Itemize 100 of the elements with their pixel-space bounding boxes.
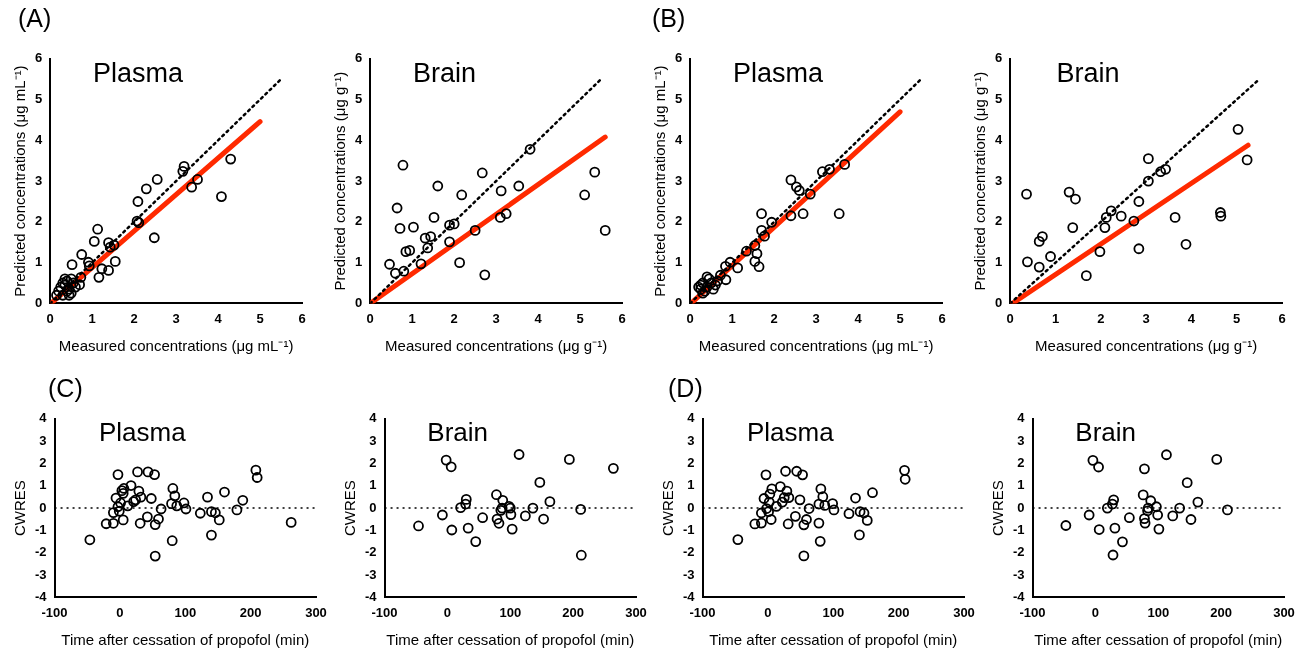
point	[151, 174, 163, 185]
point	[83, 256, 94, 268]
point	[824, 163, 835, 175]
point	[1161, 449, 1172, 461]
point	[759, 230, 770, 242]
point	[231, 504, 243, 516]
point	[527, 502, 539, 514]
y-tick-label: 3	[355, 172, 363, 188]
point	[149, 469, 160, 481]
y-tick-label: 5	[675, 91, 683, 107]
point	[776, 496, 788, 508]
chart-title: Brain	[413, 57, 477, 88]
point	[51, 289, 62, 301]
point	[1093, 461, 1104, 473]
point	[460, 493, 472, 505]
point	[563, 454, 575, 465]
point	[544, 496, 556, 508]
point	[1067, 222, 1079, 233]
point	[524, 143, 536, 155]
point	[100, 518, 112, 530]
point	[444, 236, 455, 248]
point	[209, 507, 221, 519]
point	[1180, 238, 1192, 250]
x-axis-title: Measured concentrations (μg g⁻¹)	[385, 337, 608, 355]
x-tick-label: 0	[116, 604, 124, 620]
point	[785, 174, 797, 186]
point	[707, 283, 719, 295]
x-tick-label: 300	[953, 604, 975, 620]
point	[122, 500, 134, 512]
y-tick-label: 1	[369, 477, 377, 493]
point	[1021, 188, 1032, 200]
point	[1142, 175, 1154, 187]
point	[145, 493, 157, 504]
point	[1109, 522, 1121, 534]
point	[513, 180, 525, 192]
x-tick-label: -100	[41, 604, 68, 620]
point	[755, 507, 767, 519]
point	[469, 225, 481, 236]
y-tick-label: 0	[39, 499, 47, 515]
point	[1192, 496, 1204, 508]
x-tick-label: 200	[562, 604, 584, 620]
point	[115, 497, 126, 509]
point	[753, 261, 765, 273]
point	[771, 500, 782, 512]
point	[408, 221, 419, 233]
x-axis-title: Measured concentrations (μg mL⁻¹)	[698, 337, 934, 355]
point	[749, 256, 761, 267]
y-tick-label: 6	[675, 50, 683, 66]
point	[250, 464, 262, 476]
point	[813, 498, 825, 510]
y-tick-label: -2	[35, 544, 47, 560]
x-tick-label: 6	[298, 310, 306, 326]
y-tick-label: -3	[683, 566, 695, 582]
y-tick-label: -1	[365, 522, 377, 537]
point	[1060, 520, 1072, 531]
point	[391, 202, 403, 214]
x-tick-label: 3	[812, 310, 820, 326]
point	[817, 166, 828, 178]
y-tick-label: 4	[675, 131, 683, 147]
point	[88, 236, 100, 247]
point	[1022, 256, 1033, 268]
point	[1169, 211, 1181, 223]
point	[117, 514, 129, 526]
point	[390, 267, 401, 279]
point	[1153, 523, 1165, 535]
x-tick-label: 2	[450, 310, 458, 326]
chart-title: Brain	[427, 416, 489, 447]
point	[1123, 512, 1135, 524]
point	[1160, 163, 1171, 175]
point	[491, 489, 502, 501]
point	[202, 491, 213, 503]
point	[506, 523, 518, 535]
point	[1133, 196, 1145, 207]
point	[798, 519, 810, 531]
point	[134, 517, 146, 529]
point	[251, 472, 263, 483]
point	[491, 513, 503, 525]
point	[867, 487, 878, 499]
point	[206, 506, 217, 518]
point	[177, 165, 189, 177]
point	[225, 153, 237, 165]
point	[455, 502, 467, 514]
point	[1117, 536, 1128, 548]
point	[167, 483, 179, 494]
point	[477, 512, 489, 524]
point	[1142, 153, 1154, 165]
x-tick-label: 100	[174, 604, 197, 620]
point	[1083, 509, 1095, 521]
point	[206, 529, 217, 541]
point	[741, 245, 752, 257]
point	[854, 506, 866, 518]
y-tick-label: 4	[35, 131, 43, 147]
point	[497, 494, 509, 506]
y-tick-label: 4	[369, 410, 378, 426]
point	[579, 189, 591, 201]
point	[440, 454, 452, 466]
point	[899, 464, 910, 476]
point	[505, 509, 517, 520]
point	[415, 258, 427, 270]
y-tick-label: 2	[675, 213, 683, 229]
